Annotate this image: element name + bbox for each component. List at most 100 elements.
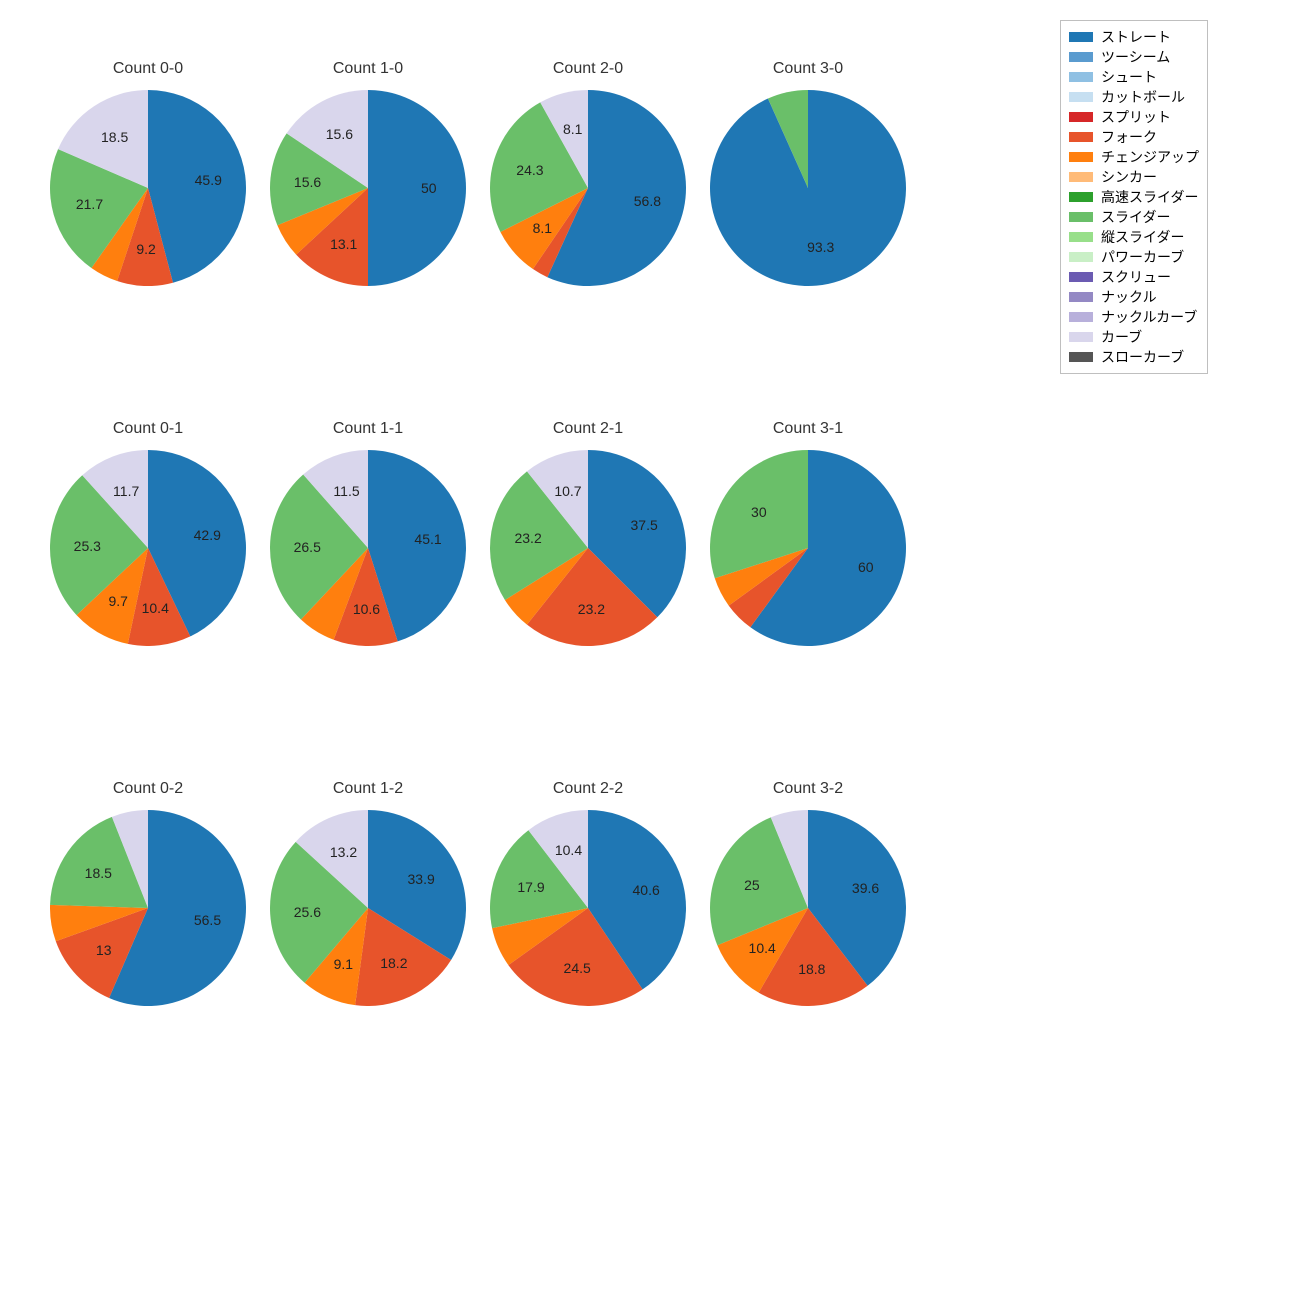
pie-label: 23.2 — [578, 601, 605, 617]
chart-cell: Count 1-233.918.29.125.613.2 — [270, 780, 466, 1016]
pie-label: 93.3 — [807, 239, 834, 255]
chart-title: Count 2-1 — [490, 420, 686, 438]
legend-row: パワーカーブ — [1069, 247, 1199, 267]
legend-swatch — [1069, 132, 1093, 142]
pie-label: 15.6 — [326, 126, 353, 142]
legend-label: 高速スライダー — [1101, 187, 1198, 207]
pie-label: 10.4 — [142, 600, 169, 616]
chart-title: Count 0-1 — [50, 420, 246, 438]
legend-label: スプリット — [1101, 107, 1171, 127]
legend-row: ナックルカーブ — [1069, 307, 1199, 327]
chart-title: Count 2-2 — [490, 780, 686, 798]
legend-swatch — [1069, 232, 1093, 242]
pie-slice — [368, 90, 466, 286]
legend-swatch — [1069, 112, 1093, 122]
pie-label: 13.1 — [330, 236, 357, 252]
legend-swatch — [1069, 292, 1093, 302]
pie-label: 10.7 — [554, 483, 581, 499]
legend-swatch — [1069, 72, 1093, 82]
chart-title: Count 0-2 — [50, 780, 246, 798]
pie-label: 13 — [96, 942, 112, 958]
legend-row: フォーク — [1069, 127, 1199, 147]
legend-label: ナックル — [1101, 287, 1157, 307]
pie-label: 23.2 — [514, 530, 541, 546]
legend-row: ナックル — [1069, 287, 1199, 307]
legend-label: パワーカーブ — [1101, 247, 1184, 267]
legend-label: ストレート — [1101, 27, 1171, 47]
legend-label: チェンジアップ — [1101, 147, 1199, 167]
legend-label: カーブ — [1101, 327, 1142, 347]
legend-swatch — [1069, 172, 1093, 182]
pie-label: 8.1 — [533, 220, 552, 236]
chart-title: Count 0-0 — [50, 60, 246, 78]
chart-title: Count 1-0 — [270, 60, 466, 78]
chart-title: Count 3-0 — [710, 60, 906, 78]
pie-label: 18.5 — [85, 865, 112, 881]
pie-label: 10.4 — [749, 940, 776, 956]
pie-label: 25.6 — [294, 904, 321, 920]
pie-label: 56.8 — [634, 193, 661, 209]
pie-label: 10.6 — [353, 601, 380, 617]
chart-cell: Count 3-1 60 30 — [710, 420, 906, 656]
legend-swatch — [1069, 352, 1093, 362]
chart-title: Count 3-2 — [710, 780, 906, 798]
pie-label: 56.5 — [194, 912, 221, 928]
legend-row: ツーシーム — [1069, 47, 1199, 67]
legend-swatch — [1069, 152, 1093, 162]
chart-cell: Count 0-2 56.5 13 18.5 — [50, 780, 246, 1016]
legend-row: シュート — [1069, 67, 1199, 87]
legend-label: ナックルカーブ — [1101, 307, 1197, 327]
legend-row: チェンジアップ — [1069, 147, 1199, 167]
chart-title: Count 3-1 — [710, 420, 906, 438]
pie-label: 42.9 — [194, 527, 221, 543]
pie-label: 30 — [751, 504, 767, 520]
pie-label: 24.5 — [564, 960, 591, 976]
legend-row: カットボール — [1069, 87, 1199, 107]
pie-label: 25 — [744, 877, 760, 893]
legend-row: シンカー — [1069, 167, 1199, 187]
chart-title: Count 1-2 — [270, 780, 466, 798]
pie-chart — [710, 90, 906, 286]
legend-row: スクリュー — [1069, 267, 1199, 287]
legend-row: スライダー — [1069, 207, 1199, 227]
chart-title: Count 2-0 — [490, 60, 686, 78]
legend-swatch — [1069, 32, 1093, 42]
chart-cell: Count 2-240.624.517.910.4 — [490, 780, 686, 1016]
chart-cell: Count 3-2 39.6 18.8 10.4 25 — [710, 780, 906, 1016]
legend-label: カットボール — [1101, 87, 1185, 107]
pie-label: 10.4 — [555, 842, 582, 858]
legend-label: スローカーブ — [1101, 347, 1184, 367]
legend-row: ストレート — [1069, 27, 1199, 47]
pie-label: 24.3 — [516, 162, 543, 178]
pie-label: 45.9 — [195, 172, 222, 188]
legend-swatch — [1069, 92, 1093, 102]
pie-label: 40.6 — [633, 882, 660, 898]
pie-label: 18.2 — [380, 955, 407, 971]
legend-row: カーブ — [1069, 327, 1199, 347]
chart-cell: Count 0-045.99.221.718.5 — [50, 60, 246, 296]
legend-swatch — [1069, 192, 1093, 202]
chart-cell: Count 1-145.110.626.511.5 — [270, 420, 466, 656]
legend-swatch — [1069, 312, 1093, 322]
legend-row: 高速スライダー — [1069, 187, 1199, 207]
legend-row: 縦スライダー — [1069, 227, 1199, 247]
chart-cell: Count 2-056.88.124.38.1 — [490, 60, 686, 296]
legend-label: スライダー — [1101, 207, 1170, 227]
legend-label: ツーシーム — [1101, 47, 1170, 67]
pie-label: 18.8 — [798, 961, 825, 977]
legend-label: スクリュー — [1101, 267, 1171, 287]
pie-label: 9.7 — [108, 593, 127, 609]
pie-label: 21.7 — [76, 196, 103, 212]
chart-title: Count 1-1 — [270, 420, 466, 438]
pie-label: 39.6 — [852, 880, 879, 896]
legend-swatch — [1069, 52, 1093, 62]
legend-label: 縦スライダー — [1101, 227, 1184, 247]
legend-label: シュート — [1101, 67, 1157, 87]
legend-row: スローカーブ — [1069, 347, 1199, 367]
legend: ストレートツーシームシュートカットボールスプリットフォークチェンジアップシンカー… — [1060, 20, 1208, 374]
pie-label: 45.1 — [414, 531, 441, 547]
pie-label: 37.5 — [631, 517, 658, 533]
pie-label: 60 — [858, 559, 874, 575]
pie-label: 50 — [421, 180, 437, 196]
legend-row: スプリット — [1069, 107, 1199, 127]
